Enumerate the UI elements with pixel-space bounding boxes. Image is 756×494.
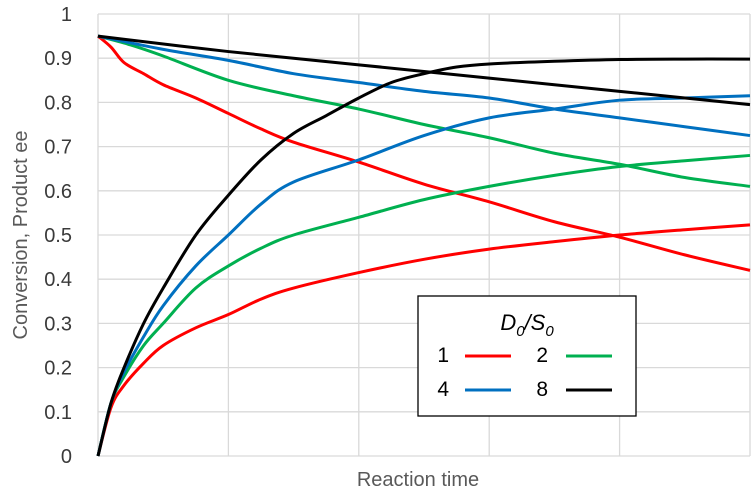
y-tick-label: 0.2 (44, 358, 72, 380)
conversion-line-series-2 (96, 153, 751, 457)
legend-title-sub2: 0 (545, 323, 554, 340)
legend-title-sub1: 0 (516, 323, 525, 340)
conversion-line-series-1 (96, 223, 751, 457)
legend-title: D0/S0 (500, 310, 554, 340)
y-tick-label: 0.4 (44, 269, 72, 291)
y-tick-label: 0.6 (44, 181, 72, 203)
ee-line-series-8 (97, 34, 751, 107)
y-tick-label: 0.3 (44, 313, 72, 335)
ee-line-series-1 (97, 34, 751, 272)
legend-title-main: D (500, 310, 516, 335)
conversion-line-series-8 (96, 57, 751, 457)
x-axis-title: Reaction time (357, 469, 479, 491)
y-tick-label: 1 (61, 4, 72, 26)
legend-label-2: 2 (536, 344, 548, 367)
y-tick-label: 0.8 (44, 92, 72, 114)
y-tick-label: 0.1 (44, 402, 72, 424)
legend: D0/S0 1 24 8 (417, 295, 637, 417)
series-lines (96, 34, 751, 457)
y-tick-label: 0.9 (44, 48, 72, 70)
legend-label-1: 1 (437, 344, 449, 367)
y-tick-label: 0.7 (44, 137, 72, 159)
legend-label-4: 4 (437, 378, 449, 401)
legend-items: 1 2 4 8 (437, 344, 612, 401)
y-tick-label: 0.5 (44, 225, 72, 247)
y-axis-title: Conversion, Product ee (10, 130, 32, 339)
y-tick-labels: 0 0.1 0.2 0.3 0.4 0.5 0.6 0.7 0.8 0.9 1 (44, 4, 72, 468)
y-tick-label: 0 (61, 446, 72, 468)
conversion-line-series-4 (96, 94, 751, 457)
legend-title-mid: /S (523, 310, 546, 335)
legend-label-8: 8 (536, 378, 548, 401)
ee-line-series-4 (97, 34, 751, 138)
